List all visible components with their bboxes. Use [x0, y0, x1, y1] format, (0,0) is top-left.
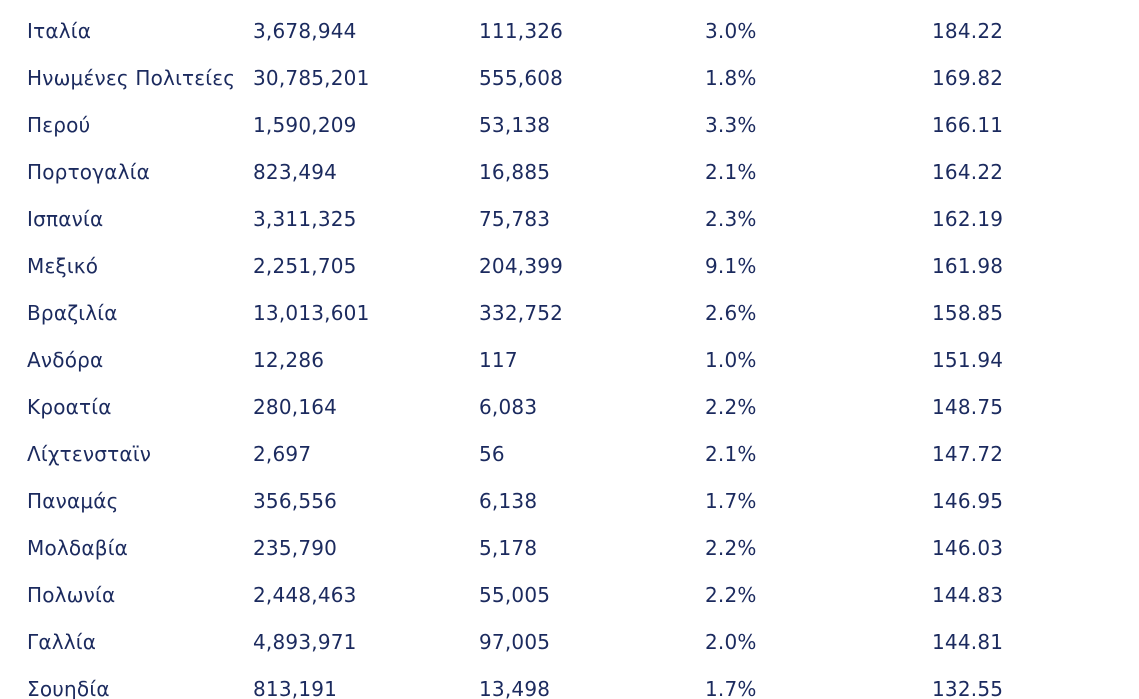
cases-cell: 2,448,463: [253, 583, 357, 607]
deaths-cell: 97,005: [479, 630, 551, 654]
table-row: Πορτογαλία 823,494 16,885 2.1% 164.22: [0, 149, 1139, 196]
cases-cell: 235,790: [253, 536, 338, 560]
country-cell: Μεξικό: [27, 254, 99, 278]
deaths-cell: 16,885: [479, 160, 551, 184]
cases-cell: 813,191: [253, 677, 338, 699]
table-row: Γαλλία 4,893,971 97,005 2.0% 144.81: [0, 619, 1139, 666]
country-cell: Ισπανία: [27, 207, 104, 231]
rate-cell: 2.3%: [705, 207, 757, 231]
value-cell: 148.75: [932, 395, 1004, 419]
value-cell: 144.81: [932, 630, 1004, 654]
cases-cell: 2,251,705: [253, 254, 357, 278]
deaths-cell: 111,326: [479, 19, 564, 43]
cases-cell: 280,164: [253, 395, 338, 419]
value-cell: 147.72: [932, 442, 1004, 466]
table-row: Ανδόρα 12,286 117 1.0% 151.94: [0, 337, 1139, 384]
rate-cell: 1.8%: [705, 66, 757, 90]
cases-cell: 13,013,601: [253, 301, 370, 325]
table-row: Βραζιλία 13,013,601 332,752 2.6% 158.85: [0, 290, 1139, 337]
country-cell: Περού: [27, 113, 91, 137]
rate-cell: 2.2%: [705, 536, 757, 560]
rate-cell: 2.0%: [705, 630, 757, 654]
country-cell: Λίχτενσταϊν: [27, 442, 152, 466]
deaths-cell: 53,138: [479, 113, 551, 137]
table-row: Περού 1,590,209 53,138 3.3% 166.11: [0, 102, 1139, 149]
table-row: Κροατία 280,164 6,083 2.2% 148.75: [0, 384, 1139, 431]
deaths-cell: 56: [479, 442, 505, 466]
rate-cell: 2.6%: [705, 301, 757, 325]
table-row: Ισπανία 3,311,325 75,783 2.3% 162.19: [0, 196, 1139, 243]
deaths-cell: 332,752: [479, 301, 564, 325]
deaths-cell: 555,608: [479, 66, 564, 90]
value-cell: 184.22: [932, 19, 1004, 43]
country-cell: Ανδόρα: [27, 348, 104, 372]
rate-cell: 1.7%: [705, 489, 757, 513]
cases-cell: 823,494: [253, 160, 338, 184]
cases-cell: 12,286: [253, 348, 325, 372]
deaths-cell: 6,083: [479, 395, 538, 419]
country-cell: Κροατία: [27, 395, 112, 419]
value-cell: 132.55: [932, 677, 1004, 699]
value-cell: 144.83: [932, 583, 1004, 607]
table-row: Πολωνία 2,448,463 55,005 2.2% 144.83: [0, 572, 1139, 619]
rate-cell: 2.1%: [705, 442, 757, 466]
rate-cell: 1.0%: [705, 348, 757, 372]
deaths-cell: 75,783: [479, 207, 551, 231]
value-cell: 146.95: [932, 489, 1004, 513]
cases-cell: 3,311,325: [253, 207, 357, 231]
rate-cell: 2.1%: [705, 160, 757, 184]
value-cell: 146.03: [932, 536, 1004, 560]
cases-cell: 30,785,201: [253, 66, 370, 90]
country-cell: Πολωνία: [27, 583, 116, 607]
value-cell: 162.19: [932, 207, 1004, 231]
country-cell: Γαλλία: [27, 630, 97, 654]
country-cell: Παναμάς: [27, 489, 119, 513]
value-cell: 161.98: [932, 254, 1004, 278]
deaths-cell: 13,498: [479, 677, 551, 699]
deaths-cell: 117: [479, 348, 518, 372]
country-cell: Βραζιλία: [27, 301, 118, 325]
rate-cell: 2.2%: [705, 395, 757, 419]
cases-cell: 356,556: [253, 489, 338, 513]
table-row: Μολδαβία 235,790 5,178 2.2% 146.03: [0, 525, 1139, 572]
deaths-cell: 204,399: [479, 254, 564, 278]
value-cell: 166.11: [932, 113, 1004, 137]
table-row: Ηνωμένες Πολιτείες 30,785,201 555,608 1.8% 1…: [0, 55, 1139, 102]
deaths-cell: 55,005: [479, 583, 551, 607]
table-row: Μεξικό 2,251,705 204,399 9.1% 161.98: [0, 243, 1139, 290]
rate-cell: 3.3%: [705, 113, 757, 137]
country-cell: Ιταλία: [27, 19, 92, 43]
country-cell: Ηνωμένες Πολιτείες: [27, 66, 236, 90]
deaths-cell: 6,138: [479, 489, 538, 513]
country-cell: Σουηδία: [27, 677, 110, 699]
country-cell: Μολδαβία: [27, 536, 129, 560]
table-row: Παναμάς 356,556 6,138 1.7% 146.95: [0, 478, 1139, 525]
rate-cell: 1.7%: [705, 677, 757, 699]
rate-cell: 3.0%: [705, 19, 757, 43]
rate-cell: 2.2%: [705, 583, 757, 607]
value-cell: 151.94: [932, 348, 1004, 372]
table-row: Λίχτενσταϊν 2,697 56 2.1% 147.72: [0, 431, 1139, 478]
value-cell: 169.82: [932, 66, 1004, 90]
deaths-cell: 5,178: [479, 536, 538, 560]
country-cell: Πορτογαλία: [27, 160, 151, 184]
cases-cell: 4,893,971: [253, 630, 357, 654]
cases-cell: 3,678,944: [253, 19, 357, 43]
cases-cell: 1,590,209: [253, 113, 357, 137]
table-row: Σουηδία 813,191 13,498 1.7% 132.55: [0, 666, 1139, 699]
value-cell: 158.85: [932, 301, 1004, 325]
table-row: Ιταλία 3,678,944 111,326 3.0% 184.22: [0, 8, 1139, 55]
value-cell: 164.22: [932, 160, 1004, 184]
rate-cell: 9.1%: [705, 254, 757, 278]
cases-cell: 2,697: [253, 442, 312, 466]
